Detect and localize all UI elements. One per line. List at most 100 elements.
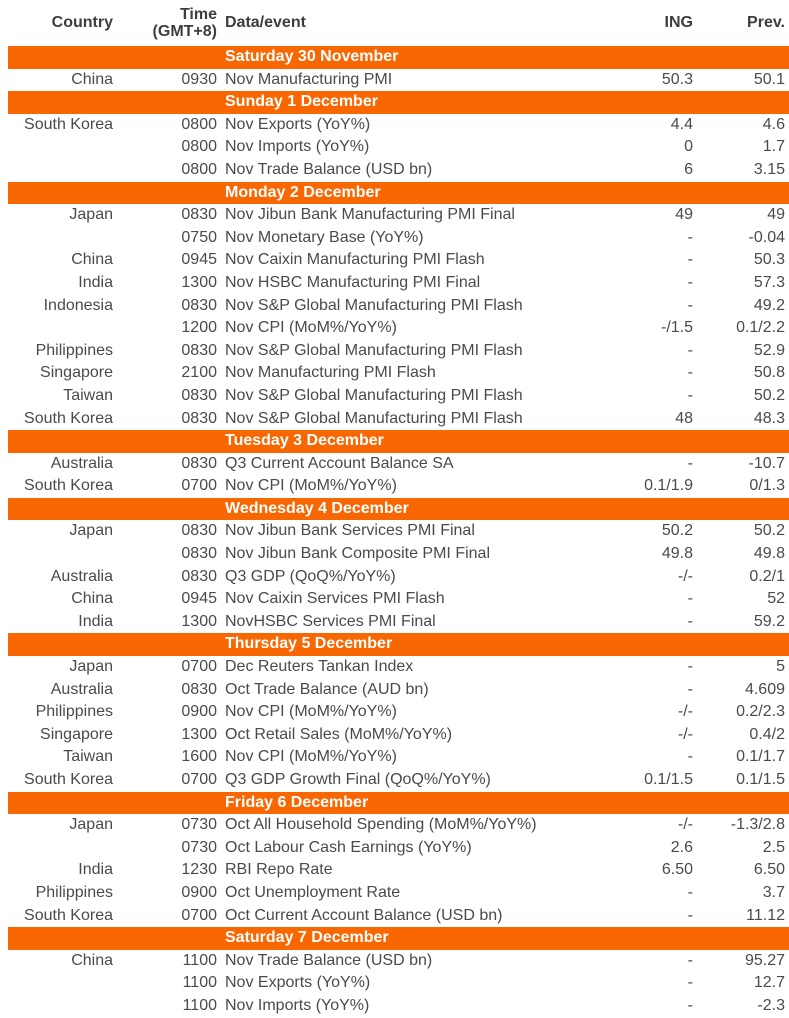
- data-event-cell: Oct Current Account Balance (USD bn): [225, 906, 503, 924]
- event-row: Indonesia 0830 Nov S&P Global Manufacturin…: [0, 295, 789, 318]
- ing-forecast-cell: -: [687, 228, 693, 246]
- previous-value-cell: 6.50: [753, 861, 785, 879]
- event-row: South Korea 0830 Nov S&P Global Manufactur…: [0, 408, 789, 431]
- country-cell: Japan: [69, 522, 113, 540]
- data-event-cell: Nov Imports (YoY%): [225, 138, 370, 156]
- data-event-cell: Oct Unemployment Rate: [225, 883, 401, 901]
- country-cell: [8, 159, 113, 182]
- ing-forecast-cell: -/1.5: [660, 319, 693, 337]
- country-cell: Taiwan: [63, 386, 113, 404]
- country-cell: Singapore: [40, 364, 113, 382]
- country-cell: [8, 995, 113, 1018]
- previous-value-cell: 0.4/2: [749, 725, 785, 743]
- previous-value-cell: 49: [767, 206, 785, 224]
- column-header-time: Time (GMT+8): [113, 6, 217, 40]
- time-cell: 1300: [181, 725, 217, 743]
- ing-forecast-cell: 4.4: [670, 115, 693, 133]
- time-cell: 1300: [181, 273, 217, 291]
- time-cell: 1200: [181, 319, 217, 337]
- event-row: Australia 0830 Q3 Current Account Balance …: [0, 453, 789, 476]
- ing-forecast-cell: -/-: [677, 703, 693, 721]
- previous-value-cell: 49.2: [753, 296, 785, 314]
- ing-forecast-cell: -: [687, 364, 693, 382]
- data-event-cell: NovHSBC Services PMI Final: [225, 612, 436, 630]
- time-cell: 1300: [181, 612, 217, 630]
- day-section-header: Monday 2 December: [8, 181, 789, 205]
- ing-forecast-cell: -/-: [677, 816, 693, 834]
- event-row: China 0945 Nov Caixin Manufacturing PMI Fl…: [0, 249, 789, 272]
- country-cell: India: [78, 273, 113, 291]
- ing-forecast-cell: -: [687, 883, 693, 901]
- time-cell: 1100: [182, 996, 217, 1014]
- ing-forecast-cell: 0.1/1.9: [644, 477, 693, 495]
- day-section-header: Saturday 7 December: [8, 927, 789, 950]
- ing-forecast-cell: -: [687, 590, 693, 608]
- previous-value-cell: 0.1/1.5: [736, 771, 785, 788]
- previous-value-cell: -0.04: [748, 228, 785, 246]
- previous-value-cell: 0.2/1: [749, 567, 785, 585]
- previous-value-cell: 48.3: [753, 409, 785, 427]
- event-row: 0730 Oct Labour Cash Earnings (YoY%) 2.6 2.…: [0, 837, 789, 860]
- ing-forecast-cell: -: [687, 251, 693, 269]
- event-row: Singapore 2100 Nov Manufacturing PMI Flash…: [0, 362, 789, 385]
- event-row: Philippines 0900 Nov CPI (MoM%/YoY%) -/- 0.2…: [0, 701, 789, 724]
- data-event-cell: Nov Trade Balance (USD bn): [225, 951, 433, 969]
- event-row: Japan 0830 Nov Jibun Bank Services PMI Fin…: [0, 520, 789, 543]
- column-header-ing: ING: [664, 14, 693, 31]
- time-cell: 0830: [181, 206, 217, 224]
- data-event-cell: Dec Reuters Tankan Index: [225, 658, 414, 676]
- previous-value-cell: 5: [776, 658, 785, 676]
- previous-value-cell: 2.5: [762, 838, 785, 856]
- country-cell: Japan: [69, 658, 113, 676]
- country-cell: India: [78, 861, 113, 879]
- data-event-cell: Nov CPI (MoM%/YoY%): [225, 477, 397, 495]
- previous-value-cell: 59.2: [753, 612, 785, 630]
- event-row: Japan 0830 Nov Jibun Bank Manufacturing PM…: [0, 204, 789, 227]
- table-body: Saturday 30 November China 0930 Nov Manufac…: [0, 46, 789, 1018]
- event-row: 0750 Nov Monetary Base (YoY%) - -0.04: [0, 227, 789, 250]
- previous-value-cell: 52.9: [753, 341, 785, 359]
- country-cell: Taiwan: [63, 748, 113, 766]
- ing-forecast-cell: 49.8: [661, 545, 693, 563]
- data-event-cell: Nov Manufacturing PMI: [225, 70, 393, 88]
- ing-forecast-cell: -: [687, 974, 693, 992]
- time-cell: 0700: [181, 477, 217, 495]
- country-cell: China: [71, 70, 113, 88]
- day-section-header: Sunday 1 December: [8, 91, 789, 114]
- time-cell: 0730: [181, 838, 217, 856]
- data-event-cell: Nov HSBC Manufacturing PMI Final: [225, 273, 481, 291]
- data-event-cell: Q3 GDP Growth Final (QoQ%/YoY%): [225, 771, 491, 788]
- event-row: Australia 0830 Q3 GDP (QoQ%/YoY%) -/- 0.2/1: [0, 566, 789, 589]
- data-event-cell: Nov Trade Balance (USD bn): [225, 160, 433, 178]
- event-row: South Korea 0800 Nov Exports (YoY%) 4.4 4.6: [0, 114, 789, 137]
- column-header-data-event: Data/event: [225, 14, 306, 31]
- time-cell: 0800: [181, 138, 217, 156]
- ing-forecast-cell: -/-: [677, 567, 693, 585]
- time-cell: 1100: [182, 974, 217, 992]
- time-cell: 0700: [181, 906, 217, 924]
- event-row: South Korea 0700 Nov CPI (MoM%/YoY%) 0.1/1.…: [0, 475, 789, 498]
- ing-forecast-cell: -: [687, 273, 693, 291]
- time-cell: 0700: [181, 771, 217, 788]
- time-cell: 0900: [181, 883, 217, 901]
- day-section-header: Friday 6 December: [8, 791, 789, 815]
- data-event-cell: Nov Exports (YoY%): [225, 115, 371, 133]
- ing-forecast-cell: -: [687, 680, 693, 698]
- previous-value-cell: 0.2/2.3: [736, 703, 785, 721]
- ing-forecast-cell: 6: [684, 160, 693, 178]
- previous-value-cell: 50.2: [753, 522, 785, 540]
- previous-value-cell: 50.3: [753, 251, 785, 269]
- data-event-cell: RBI Repo Rate: [225, 861, 333, 879]
- ing-forecast-cell: -: [687, 612, 693, 630]
- previous-value-cell: 50.2: [753, 386, 785, 404]
- time-cell: 0830: [181, 545, 217, 563]
- data-event-cell: Nov Jibun Bank Services PMI Final: [225, 522, 475, 540]
- event-row: 0800 Nov Imports (YoY%) 0 1.7: [0, 136, 789, 159]
- country-cell: Australia: [50, 680, 113, 698]
- data-event-cell: Nov CPI (MoM%/YoY%): [225, 748, 397, 766]
- data-event-cell: Nov Manufacturing PMI Flash: [225, 364, 436, 382]
- previous-value-cell: 50.8: [753, 364, 785, 382]
- data-event-cell: Q3 GDP (QoQ%/YoY%): [225, 567, 396, 585]
- event-row: China 1100 Nov Trade Balance (USD bn) - 95.2…: [0, 950, 789, 973]
